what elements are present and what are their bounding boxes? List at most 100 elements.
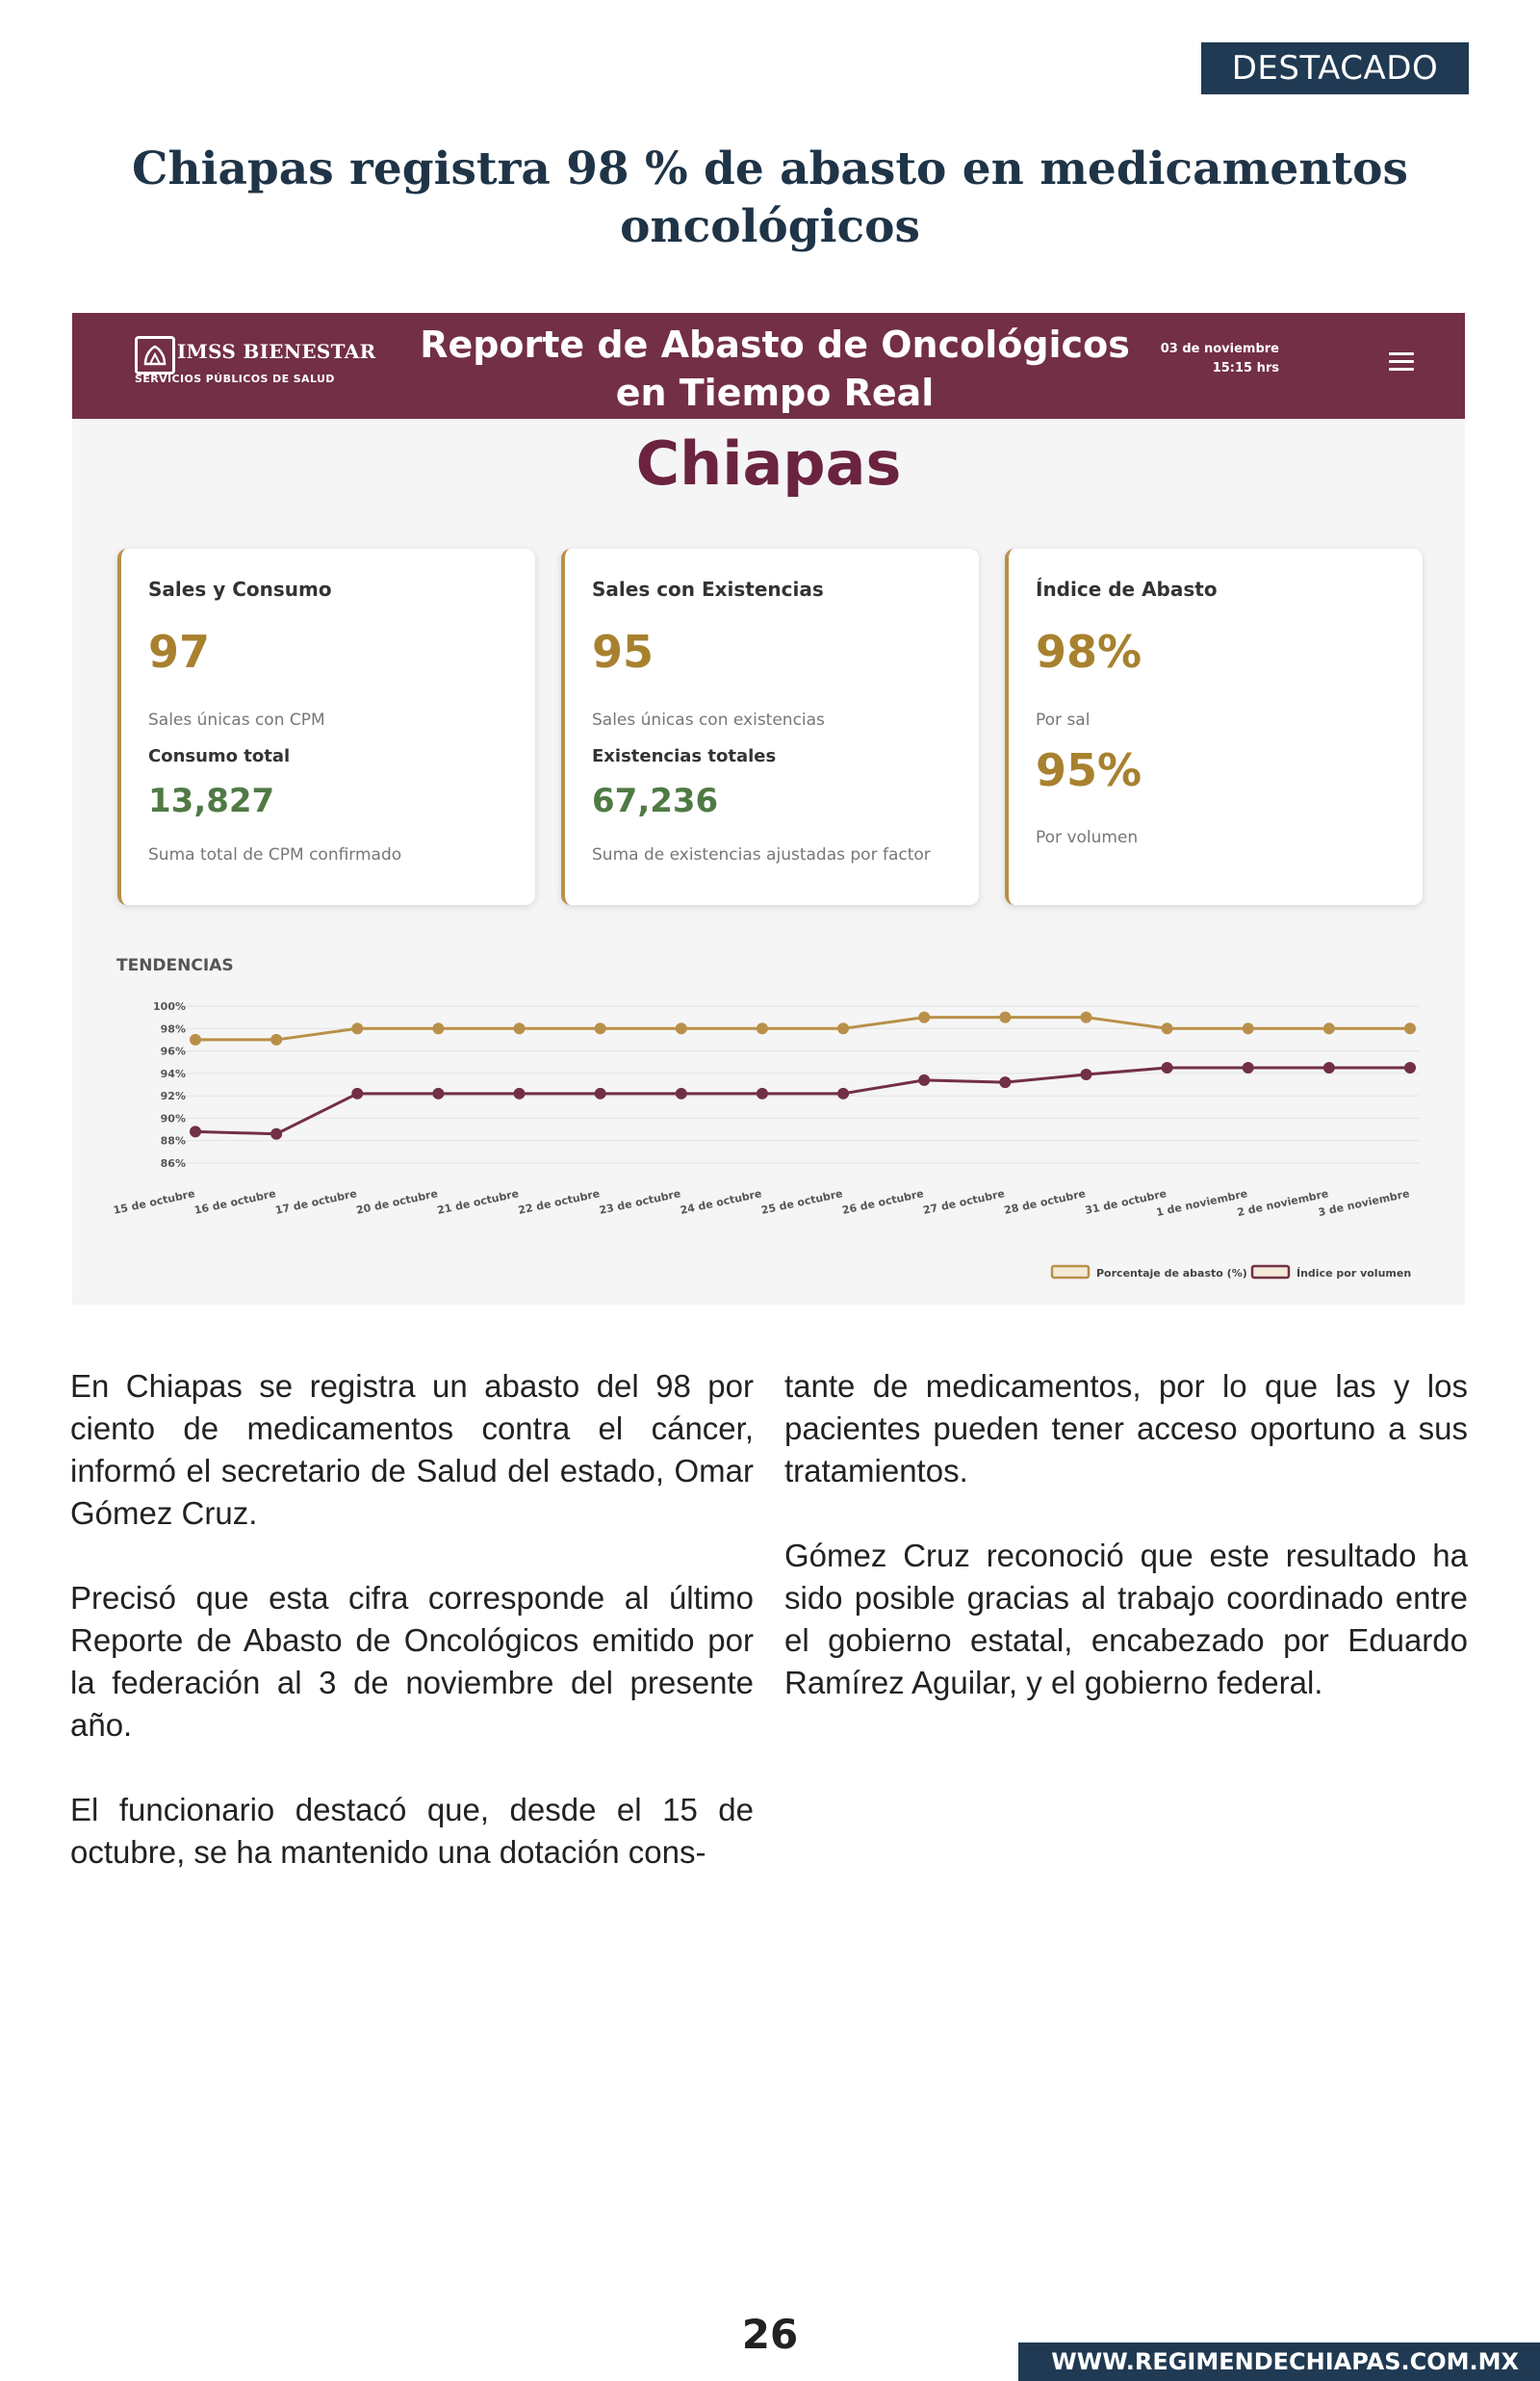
card-sub-label: Consumo total [148, 746, 291, 766]
data-point [270, 1127, 283, 1140]
data-point [1161, 1022, 1173, 1035]
legend-label: Porcentaje de abasto (%) [1096, 1267, 1247, 1280]
x-tick-label: 28 de octubre [1003, 1187, 1087, 1217]
data-point [270, 1033, 283, 1046]
card-value-caption: Sales únicas con CPM [148, 711, 325, 730]
article-paragraph: Precisó que esta cifra corresponde al úl… [70, 1580, 754, 1743]
article-paragraph: tante de medicamentos, por lo que las y … [784, 1368, 1468, 1488]
card-value-caption: Sales únicas con existencias [592, 711, 825, 730]
data-point [190, 1033, 201, 1046]
data-point [756, 1022, 768, 1035]
y-tick-label: 86% [161, 1157, 186, 1170]
card-value-caption: Por sal [1036, 711, 1091, 730]
x-tick-label: 22 de octubre [517, 1187, 601, 1217]
data-point [999, 1011, 1012, 1023]
report-date-day: 03 de noviembre [1160, 342, 1279, 356]
data-point [1080, 1011, 1092, 1023]
data-point [837, 1087, 850, 1100]
card-value: 97 [148, 626, 211, 678]
card-sub-value: 67,236 [592, 782, 719, 820]
card-value-2: 95% [1036, 744, 1142, 796]
data-point [1242, 1022, 1254, 1035]
series-line-0 [195, 1016, 1410, 1042]
dashboard-header: IMSS BIENESTAR SERVICIOS PÚBLICOS DE SAL… [72, 313, 1465, 419]
data-point [918, 1074, 931, 1086]
y-tick-label: 100% [153, 1000, 186, 1013]
card-value: 98% [1036, 626, 1142, 678]
data-point [190, 1126, 201, 1138]
card-indice-abasto: Índice de Abasto 98% Por sal 95% Por vol… [1005, 549, 1423, 905]
x-tick-label: 25 de octubre [760, 1187, 844, 1217]
data-point [432, 1087, 445, 1100]
x-tick-label: 17 de octubre [274, 1187, 358, 1217]
card-sales-consumo: Sales y Consumo 97 Sales únicas con CPM … [117, 549, 535, 905]
data-point [918, 1011, 931, 1023]
imss-logo-icon [135, 336, 175, 375]
data-point [432, 1022, 445, 1035]
y-tick-label: 96% [161, 1046, 186, 1058]
x-tick-label: 26 de octubre [841, 1187, 925, 1217]
data-point [594, 1087, 606, 1100]
series-line-1 [194, 1066, 1410, 1136]
hamburger-menu-icon[interactable] [1389, 352, 1414, 375]
card-title: Sales y Consumo [148, 578, 332, 601]
report-date-time: 15:15 hrs [1212, 361, 1279, 375]
data-point [594, 1022, 606, 1035]
trends-label: TENDENCIAS [116, 956, 234, 975]
page-number: 26 [741, 2311, 799, 2358]
y-tick-label: 98% [161, 1022, 186, 1035]
data-point [513, 1022, 526, 1035]
data-point [351, 1022, 364, 1035]
data-point [837, 1022, 850, 1035]
y-tick-label: 92% [161, 1090, 186, 1102]
legend-swatch [1050, 1264, 1091, 1280]
data-point [675, 1087, 687, 1100]
data-point [1161, 1062, 1173, 1074]
y-tick-label: 88% [161, 1135, 186, 1148]
card-sub-label: Existencias totales [592, 746, 777, 766]
x-tick-label: 27 de octubre [922, 1187, 1006, 1217]
logo-name: IMSS BIENESTAR [177, 340, 376, 363]
data-point [1322, 1022, 1335, 1035]
data-point [1080, 1069, 1092, 1081]
data-point [513, 1087, 526, 1100]
headline: Chiapas registra 98 % de abasto en medic… [132, 142, 1408, 253]
card-title: Índice de Abasto [1036, 578, 1218, 601]
report-date: 03 de noviembre 15:15 hrs [1161, 340, 1279, 378]
website-url[interactable]: WWW.REGIMENDECHIAPAS.COM.MX [1018, 2342, 1540, 2381]
x-tick-label: 24 de octubre [680, 1187, 763, 1217]
card-sub-value: 13,827 [148, 782, 275, 820]
logo-subtitle: SERVICIOS PÚBLICOS DE SALUD [135, 373, 335, 385]
data-point [1322, 1062, 1335, 1074]
article-paragraph: En Chiapas se registra un abasto del 98 … [70, 1368, 754, 1531]
x-tick-label: 15 de octubre [113, 1187, 196, 1217]
x-tick-label: 21 de octubre [436, 1187, 520, 1217]
x-tick-label: 1 de noviembre [1155, 1187, 1248, 1219]
card-value-2-caption: Por volumen [1036, 828, 1139, 847]
article-paragraph: Gómez Cruz reconoció que este resultado … [784, 1538, 1468, 1700]
data-point [1404, 1022, 1416, 1035]
data-point [1404, 1062, 1416, 1074]
card-sales-existencias: Sales con Existencias 95 Sales únicas co… [561, 549, 979, 905]
dashboard-image: IMSS BIENESTAR SERVICIOS PÚBLICOS DE SAL… [72, 313, 1465, 1305]
data-point [351, 1087, 364, 1100]
x-tick-label: 3 de noviembre [1317, 1187, 1410, 1219]
section-badge: DESTACADO [1201, 42, 1469, 94]
x-tick-label: 16 de octubre [193, 1187, 277, 1217]
x-tick-label: 2 de noviembre [1236, 1187, 1329, 1219]
report-title-line2: en Tiempo Real [615, 372, 935, 414]
data-point [756, 1087, 768, 1100]
y-tick-label: 94% [161, 1068, 186, 1080]
data-point [1242, 1062, 1254, 1074]
x-tick-label: 31 de octubre [1084, 1187, 1168, 1217]
x-tick-label: 20 de octubre [355, 1187, 439, 1217]
y-tick-label: 90% [161, 1112, 186, 1125]
report-title-line1: Reporte de Abasto de Oncológicos [420, 324, 1130, 366]
trend-line-chart: 100% 98% 96% 94% 92% 90% 88% 86% 15 de octubre16… [113, 1000, 1420, 1280]
card-value: 95 [592, 626, 654, 678]
card-sub-caption: Suma de existencias ajustadas por factor [592, 845, 931, 865]
report-title: Reporte de Abasto de Oncológicos en Tiem… [390, 321, 1160, 417]
x-tick-label: 23 de octubre [598, 1187, 681, 1217]
legend-label: Índice por volumen [1296, 1267, 1411, 1280]
article-column-2: tante de medicamentos, por lo que las y … [784, 1365, 1468, 1747]
